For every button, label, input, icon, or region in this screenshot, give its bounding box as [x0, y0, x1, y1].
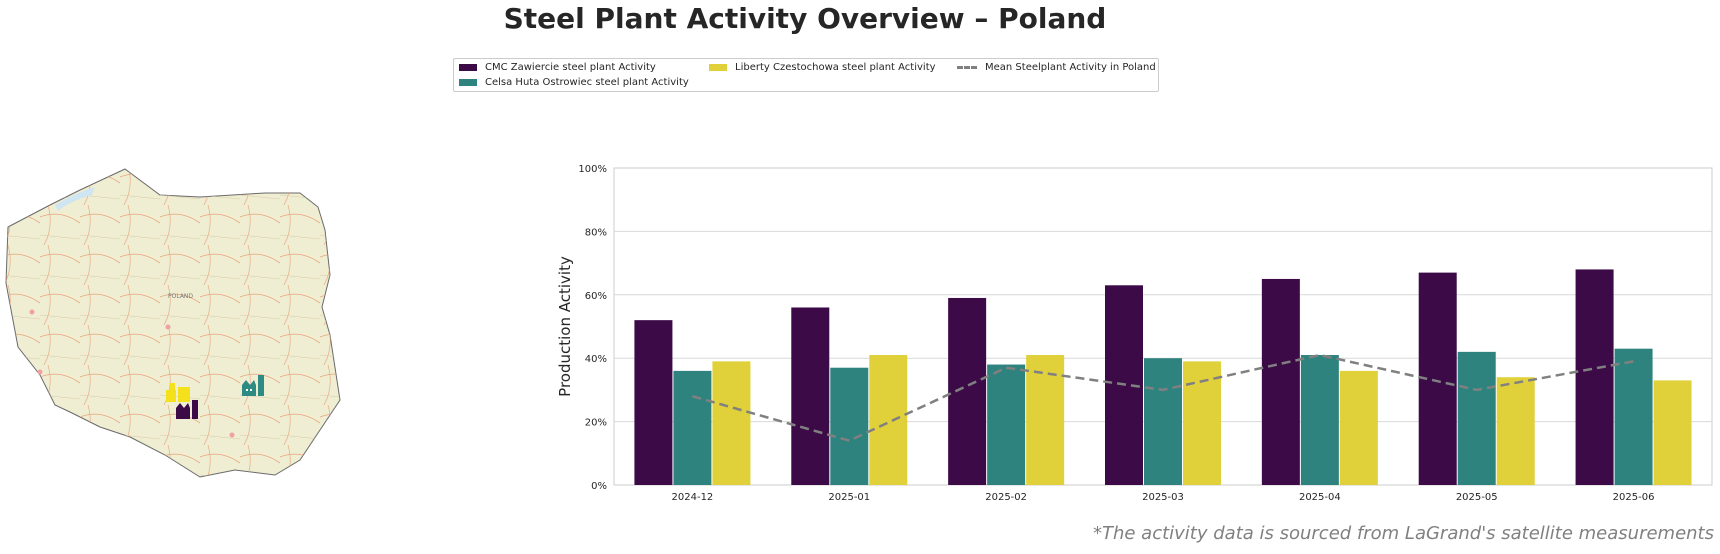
- x-tick-label: 2025-01: [828, 492, 870, 503]
- legend-item-mean: Mean Steelplant Activity in Poland: [957, 62, 1156, 73]
- map-city-dot: [29, 309, 35, 315]
- map-city-dot: [165, 324, 171, 330]
- bar-2024-12-series-2: [712, 361, 751, 485]
- legend-label-mean: Mean Steelplant Activity in Poland: [985, 62, 1156, 73]
- bar-2025-04-series-2: [1339, 370, 1378, 485]
- bar-2025-06-series-1: [1614, 348, 1653, 485]
- bar-2025-04-series-0: [1261, 278, 1300, 485]
- bar-2025-02-series-1: [987, 364, 1026, 485]
- bar-2025-01-series-0: [791, 307, 830, 485]
- y-tick-label: 80%: [585, 227, 607, 238]
- celsa-plant-icon: [242, 375, 264, 396]
- y-axis-label: Production Activity: [556, 256, 574, 397]
- legend-item-celsa: Celsa Huta Ostrowiec steel plant Activit…: [459, 77, 689, 88]
- y-tick-label: 100%: [578, 164, 607, 175]
- bar-2025-06-series-0: [1575, 269, 1614, 485]
- bars-layer: [634, 269, 1692, 485]
- map-city-dot: [37, 369, 43, 375]
- map-city-dot: [229, 432, 235, 438]
- map-roads: [6, 169, 340, 477]
- bar-2025-05-series-1: [1457, 351, 1496, 485]
- x-tick-label: 2025-06: [1613, 492, 1655, 503]
- footnote: *The activity data is sourced from LaGra…: [1092, 523, 1714, 544]
- legend-item-cmc: CMC Zawiercie steel plant Activity: [459, 62, 656, 73]
- legend-swatch-cmc: [459, 64, 477, 71]
- bar-2025-05-series-2: [1496, 377, 1535, 485]
- mean-line-layer: [692, 353, 1634, 442]
- bar-2025-01-series-1: [830, 367, 869, 485]
- axis-layer: 0% 20% 40% 60% 80% 100% 2024-12 2025-01 2025-02 2…: [556, 164, 1654, 503]
- bar-2025-02-series-0: [948, 297, 987, 485]
- bar-2025-03-series-1: [1144, 358, 1182, 485]
- liberty-plant-icon: [166, 383, 190, 402]
- x-tick-label: 2025-03: [1142, 492, 1184, 503]
- bar-2025-02-series-2: [1026, 355, 1065, 485]
- x-tick-label: 2025-04: [1299, 492, 1341, 503]
- legend-label-cmc: CMC Zawiercie steel plant Activity: [485, 62, 656, 73]
- chart-legend: CMC Zawiercie steel plant Activity Celsa…: [453, 58, 1159, 92]
- bar-2025-01-series-2: [869, 355, 908, 485]
- x-tick-label: 2025-05: [1456, 492, 1498, 503]
- legend-swatch-celsa: [459, 79, 477, 86]
- cmc-plant-icon: [176, 400, 198, 419]
- legend-item-liberty: Liberty Czestochowa steel plant Activity: [709, 62, 936, 73]
- x-tick-label: 2025-02: [985, 492, 1027, 503]
- poland-map: POLAND: [5, 168, 341, 478]
- legend-label-celsa: Celsa Huta Ostrowiec steel plant Activit…: [485, 77, 689, 88]
- map-country-label: POLAND: [168, 293, 193, 300]
- y-tick-label: 20%: [585, 418, 607, 429]
- y-tick-label: 60%: [585, 291, 607, 302]
- bar-2024-12-series-0: [634, 320, 673, 485]
- legend-label-liberty: Liberty Czestochowa steel plant Activity: [735, 62, 936, 73]
- y-tick-label: 40%: [585, 354, 607, 365]
- page-title: Steel Plant Activity Overview – Poland: [503, 2, 1107, 35]
- y-tick-label: 0%: [591, 481, 607, 492]
- map-water: [55, 187, 95, 211]
- legend-dash-mean: [957, 66, 977, 69]
- bar-2024-12-series-1: [673, 370, 712, 485]
- legend-swatch-liberty: [709, 64, 727, 71]
- bar-2025-06-series-2: [1653, 380, 1692, 485]
- bar-2025-04-series-1: [1300, 355, 1339, 485]
- bar-2025-03-series-2: [1183, 361, 1221, 485]
- x-tick-label: 2024-12: [672, 492, 714, 503]
